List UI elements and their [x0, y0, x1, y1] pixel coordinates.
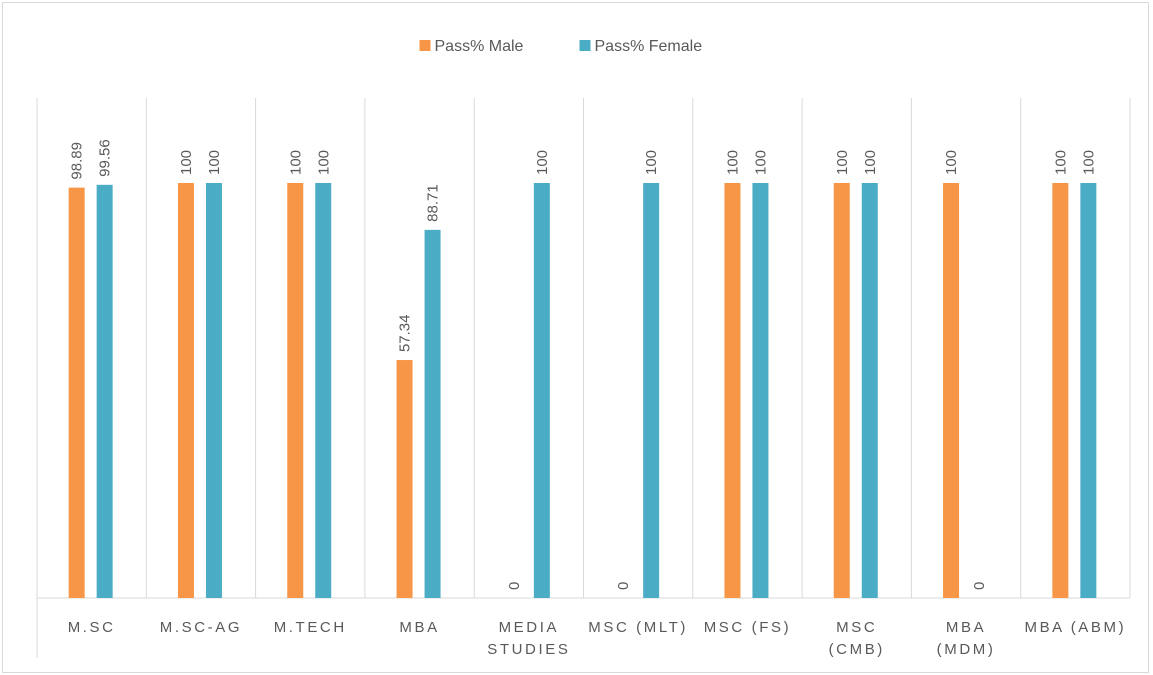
- data-label: 88.71: [425, 184, 442, 222]
- data-label: 98.89: [69, 142, 86, 180]
- data-label: 100: [1052, 150, 1069, 175]
- data-label: 100: [862, 150, 879, 175]
- data-label: 0: [971, 582, 988, 590]
- x-tick-label: M.TECH: [273, 619, 347, 636]
- data-label: 100: [834, 150, 851, 175]
- data-label: 100: [752, 150, 769, 175]
- x-tick-label: MSC (FS): [703, 619, 792, 636]
- data-label: 100: [534, 150, 551, 175]
- bar: [643, 183, 660, 598]
- bar: [177, 183, 194, 598]
- bar: [833, 183, 850, 598]
- x-tick-label: MBA (ABM): [1024, 619, 1127, 636]
- x-tick-label: M.SC-AG: [159, 619, 243, 636]
- bar: [533, 183, 550, 598]
- data-label: 100: [1080, 150, 1097, 175]
- bar: [96, 184, 113, 599]
- bar: [424, 229, 441, 598]
- data-label: 0: [615, 582, 632, 590]
- bar: [943, 183, 960, 598]
- x-tick-label: MBA (MDM): [936, 619, 996, 658]
- data-label: 57.34: [397, 314, 414, 352]
- bar: [315, 183, 332, 598]
- legend-swatch: [579, 40, 591, 51]
- data-label: 99.56: [97, 139, 114, 177]
- legend-label: Pass% Male: [435, 38, 524, 55]
- x-tick-label: MSC (CMB): [828, 619, 885, 658]
- x-tick-label: MSC (MLT): [588, 619, 689, 636]
- bar: [861, 183, 878, 598]
- bar: [396, 360, 413, 598]
- bar: [205, 183, 222, 598]
- bar: [68, 187, 85, 598]
- legend-swatch: [419, 40, 431, 51]
- legend-label: Pass% Female: [595, 38, 703, 55]
- bar: [752, 183, 769, 598]
- bar: [1052, 183, 1069, 598]
- data-label: 100: [643, 150, 660, 175]
- data-label: 100: [178, 150, 195, 175]
- data-label: 100: [206, 150, 223, 175]
- data-label: 100: [315, 150, 332, 175]
- bar: [1080, 183, 1097, 598]
- data-label: 100: [943, 150, 960, 175]
- bar: [287, 183, 304, 598]
- x-tick-label: MBA: [399, 619, 440, 636]
- x-tick-label: M.SC: [67, 619, 116, 636]
- data-label: 0: [506, 582, 523, 590]
- x-tick-label: MEDIA STUDIES: [487, 619, 571, 658]
- bar: [724, 183, 741, 598]
- data-label: 100: [724, 150, 741, 175]
- data-label: 100: [287, 150, 304, 175]
